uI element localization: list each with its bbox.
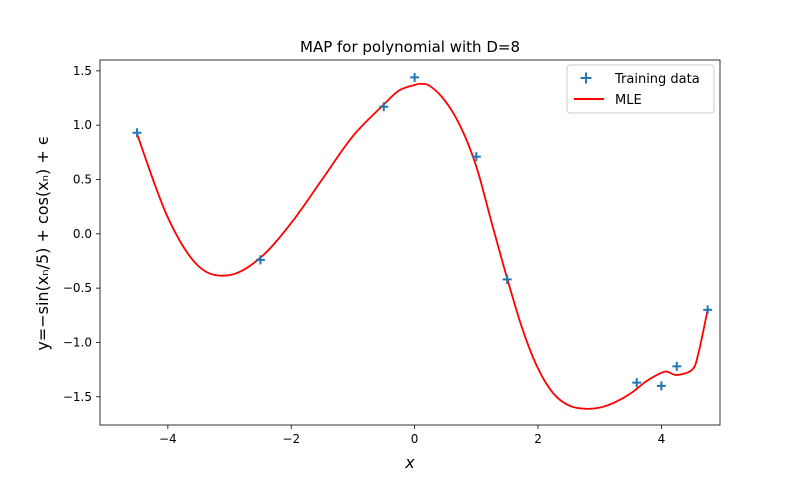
- legend: Training data MLE: [566, 64, 715, 114]
- y-tick-label: −0.5: [63, 281, 92, 295]
- legend-training-data-marker: [580, 72, 592, 84]
- y-tick-label: −1.0: [63, 335, 92, 349]
- training-data-point: [502, 274, 512, 284]
- mle-curve: [136, 82, 709, 410]
- x-axis-label: x: [404, 453, 415, 472]
- y-tick-label: 0.5: [73, 172, 92, 186]
- training-data-point: [703, 305, 713, 315]
- legend-training-data-label: Training data: [614, 72, 700, 87]
- x-axis-ticks: −4 −2 0 2 4: [159, 425, 665, 446]
- x-tick-label: 0: [411, 432, 419, 446]
- x-tick-label: −4: [159, 432, 177, 446]
- training-data-point: [656, 381, 666, 391]
- y-tick-label: −1.5: [63, 390, 92, 404]
- training-data-point: [379, 102, 389, 112]
- y-tick-label: 0.0: [73, 227, 92, 241]
- plot-area: [99, 59, 721, 426]
- x-tick-label: −2: [282, 432, 300, 446]
- legend-mle-label: MLE: [615, 93, 642, 108]
- y-tick-label: 1.0: [73, 118, 92, 132]
- chart-title: MAP for polynomial with D=8: [300, 38, 520, 56]
- y-axis-label: y=−sin(xₙ/5) + cos(xₙ) + ϵ: [33, 135, 52, 350]
- x-tick-label: 2: [534, 432, 542, 446]
- training-data-point: [672, 361, 682, 371]
- training-data-point: [471, 152, 481, 162]
- legend-frame: [566, 64, 715, 114]
- training-data-point: [132, 128, 142, 138]
- axes-frame: [99, 59, 721, 426]
- training-data-point: [255, 255, 265, 265]
- training-data-point: [632, 378, 642, 388]
- y-axis-ticks: 1.5 1.0 0.5 0.0 −0.5 −1.0 −1.5: [63, 64, 100, 404]
- x-tick-label: 4: [658, 432, 666, 446]
- training-data-point: [410, 72, 420, 82]
- y-tick-label: 1.5: [73, 64, 92, 78]
